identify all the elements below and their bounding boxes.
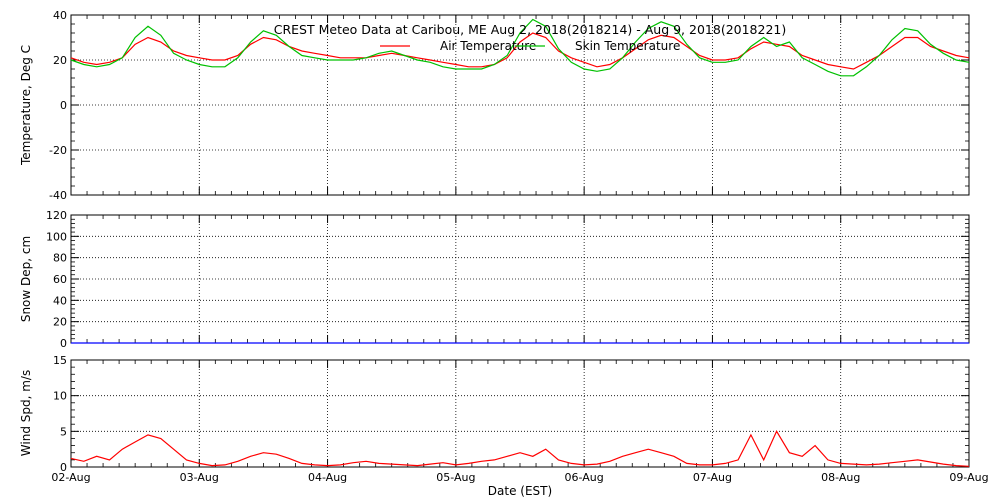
wind-speed-y-tick-label: 15	[53, 354, 67, 367]
temperature-panel: -40 -20 0 20 40 CREST Meteo Data at Caribou,…	[19, 9, 970, 202]
x-tick-label: 05-Aug	[436, 471, 475, 484]
x-tick-label: 06-Aug	[565, 471, 604, 484]
snow-depth-y-tick-label: 120	[46, 209, 67, 222]
wind-speed-y-tick-label: 0	[60, 461, 67, 474]
wind-speed-series	[70, 430, 970, 467]
x-tick-label: 03-Aug	[180, 471, 219, 484]
temperature-series	[70, 18, 970, 77]
legend-label: Skin Temperature	[575, 39, 680, 53]
wind-speed-series-line-0	[70, 430, 970, 467]
temperature-legend: Air Temperature Skin Temperature	[380, 39, 680, 53]
wind-speed-grid	[71, 360, 969, 467]
snow-depth-panel: 0 20 40 60 80 100 120 Snow Dep, cm	[19, 209, 970, 350]
x-tick-label: 08-Aug	[821, 471, 860, 484]
wind-speed-y-ticks: 0 5 10 15	[53, 354, 969, 474]
temperature-y-axis-label: Temperature, Deg C	[19, 45, 33, 166]
wind-speed-y-tick-label: 10	[53, 390, 67, 403]
wind-speed-y-tick-label: 5	[60, 425, 67, 438]
legend-label: Air Temperature	[440, 39, 536, 53]
temperature-y-tick-label: 0	[60, 99, 67, 112]
snow-depth-y-tick-label: 0	[60, 337, 67, 350]
chart-title: CREST Meteo Data at Caribou, ME Aug 2, 2…	[274, 22, 787, 37]
x-axis-label: Date (EST)	[488, 484, 552, 498]
x-axis-tick-labels: 02-Aug 03-Aug 04-Aug 05-Aug 06-Aug 07-Aug 08-A…	[51, 471, 988, 484]
x-tick-label: 04-Aug	[308, 471, 347, 484]
temperature-grid	[71, 15, 969, 195]
snow-depth-y-tick-label: 60	[53, 273, 67, 286]
temperature-y-tick-label: 20	[53, 54, 67, 67]
temperature-series-line-air-temperature	[70, 32, 970, 70]
wind-speed-y-axis-label: Wind Spd, m/s	[19, 370, 33, 456]
temperature-y-ticks: -40 -20 0 20 40	[49, 9, 969, 202]
snow-depth-plot-frame	[70, 214, 970, 344]
temperature-y-tick-label: -40	[49, 189, 67, 202]
snow-depth-y-axis-label: Snow Dep, cm	[19, 236, 33, 322]
temperature-series-line-skin-temperature	[70, 18, 970, 77]
x-tick-label: 09-Aug	[949, 471, 988, 484]
wind-speed-plot-frame	[70, 359, 970, 468]
snow-depth-y-tick-label: 100	[46, 230, 67, 243]
snow-depth-y-ticks: 0 20 40 60 80 100 120	[46, 209, 969, 350]
snow-depth-y-tick-label: 80	[53, 252, 67, 265]
snow-depth-y-tick-label: 20	[53, 316, 67, 329]
x-tick-label: 02-Aug	[51, 471, 90, 484]
temperature-y-tick-label: 40	[53, 9, 67, 22]
temperature-y-tick-label: -20	[49, 144, 67, 157]
snow-depth-grid	[71, 215, 969, 343]
x-tick-label: 07-Aug	[693, 471, 732, 484]
snow-depth-y-tick-label: 40	[53, 294, 67, 307]
